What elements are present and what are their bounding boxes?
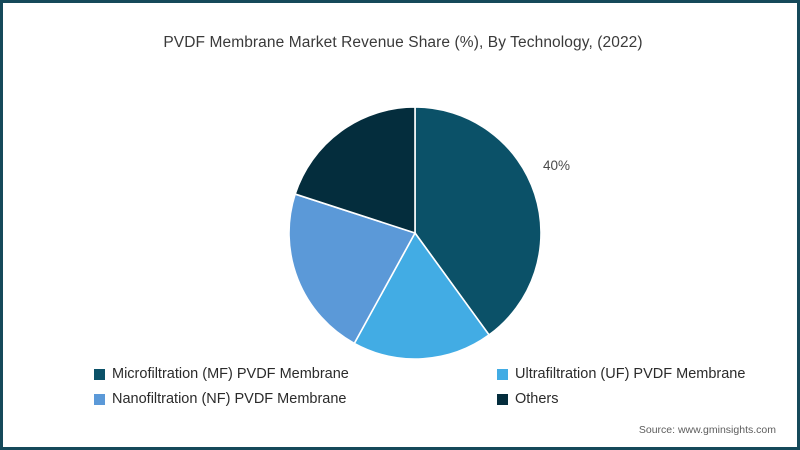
legend-item-microfiltration[interactable]: Microfiltration (MF) PVDF Membrane: [94, 366, 424, 382]
legend-row: Microfiltration (MF) PVDF Membrane Ultra…: [94, 366, 754, 382]
legend-swatch-icon: [497, 368, 508, 380]
legend-item-nanofiltration[interactable]: Nanofiltration (NF) PVDF Membrane: [94, 391, 424, 407]
legend-swatch-icon: [497, 393, 508, 405]
legend-item-label: Others: [515, 391, 559, 407]
source-note: Source: www.gminsights.com: [638, 424, 776, 436]
legend-item-label: Nanofiltration (NF) PVDF Membrane: [112, 391, 347, 407]
pie-data-label-microfiltration: 40%: [543, 158, 571, 173]
chart-legend: Microfiltration (MF) PVDF Membrane Ultra…: [94, 366, 754, 416]
pie-slice[interactable]: [288, 193, 417, 345]
pie-slice[interactable]: [294, 106, 416, 235]
pie-slice[interactable]: [353, 231, 491, 360]
legend-item-label: Microfiltration (MF) PVDF Membrane: [112, 366, 349, 382]
pie-chart: [282, 102, 552, 364]
pie-slice[interactable]: [414, 106, 542, 337]
legend-swatch-icon: [94, 368, 105, 380]
legend-item-others[interactable]: Others: [424, 391, 754, 407]
legend-row: Nanofiltration (NF) PVDF Membrane Others: [94, 391, 754, 407]
legend-item-ultrafiltration[interactable]: Ultrafiltration (UF) PVDF Membrane: [424, 366, 754, 382]
legend-item-label: Ultrafiltration (UF) PVDF Membrane: [515, 366, 746, 382]
chart-title: PVDF Membrane Market Revenue Share (%), …: [163, 34, 643, 51]
chart-canvas: PVDF Membrane Market Revenue Share (%), …: [6, 6, 797, 447]
pie-slice-group: [288, 106, 542, 360]
legend-swatch-icon: [94, 393, 105, 405]
pie-svg: [288, 106, 542, 360]
